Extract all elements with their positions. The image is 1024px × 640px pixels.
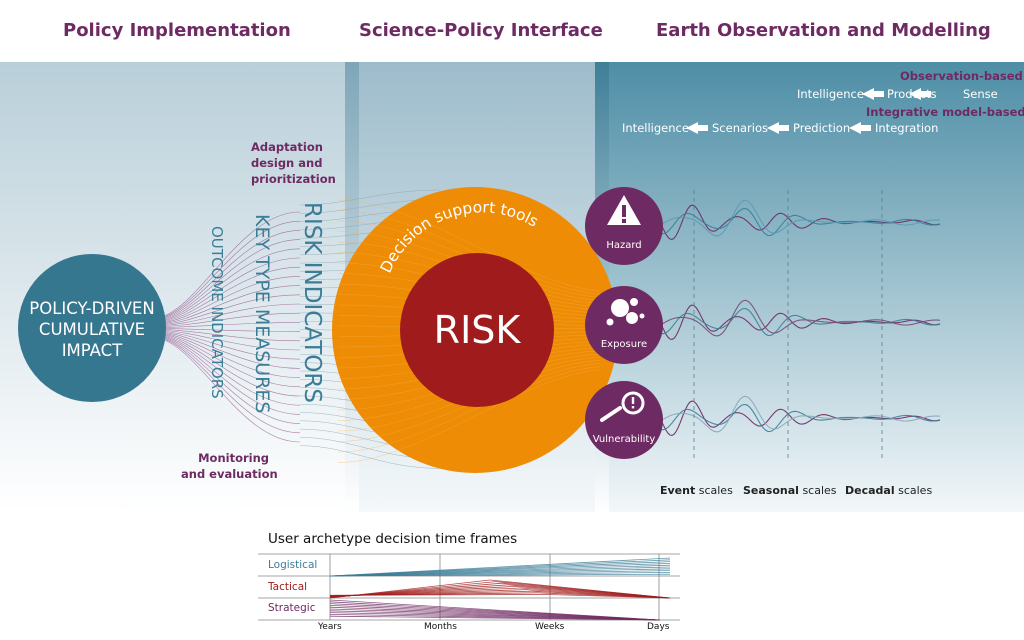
header-policy-implementation: Policy Implementation [63,20,291,41]
arrow-left-icon [909,88,931,100]
chain-products: Products [887,87,937,101]
key-type-measures-label: KEY TYPE MEASURES [251,214,273,414]
header-science-policy-interface: Science-Policy Interface [359,20,603,41]
event-scale-label: Event scales [660,484,733,497]
arrow-left-icon [767,122,789,134]
chain-intelligence-2: Intelligence [622,121,689,135]
outcome-indicators-label: OUTCOME INDICATORS [208,226,226,399]
tick-months: Months [424,622,457,632]
header-earth-observation: Earth Observation and Modelling [656,20,991,41]
tick-years: Years [318,622,342,632]
impact-fan [157,211,301,443]
exposure-waves [659,299,941,340]
chain-integration: Integration [875,121,939,135]
arrow-left-icon [849,122,871,134]
chain-prediction: Prediction [793,121,851,135]
monitoring-label: Monitoring and evaluation [181,451,278,481]
adaptation-label: Adaptation design and prioritization [251,140,336,186]
risk-label: RISK [433,308,521,352]
chain-sense: Sense [963,87,998,101]
tick-weeks: Weeks [535,622,565,632]
decadal-scale-label: Decadal scales [845,484,933,497]
chain-arrows [686,88,931,134]
exposure-circle [585,286,663,364]
risk-core-circle [400,253,554,407]
timeframes-title: User archetype decision time frames [268,531,518,547]
warning-icon [607,195,641,225]
seasonal-scale-label: Seasonal scales [743,484,837,497]
impact-label: POLICY-DRIVEN CUMULATIVE IMPACT [29,299,155,360]
row-strategic: Strategic [268,602,316,614]
arrow-left-icon [686,122,708,134]
vulnerability-waves [659,395,941,436]
hazard-label: Hazard [606,240,642,251]
timeframe-chart [258,553,680,621]
chain-scenarios: Scenarios [712,121,768,135]
arrow-left-icon [862,88,884,100]
integrative-title: Integrative model-based [866,105,1024,119]
vulnerability-circle [585,381,663,459]
observation-based-title: Observation-based [900,69,1023,83]
row-logistical: Logistical [268,559,318,571]
vulnerability-label: Vulnerability [592,434,656,445]
hazard-circle [585,187,663,265]
chain-intelligence: Intelligence [797,87,864,101]
row-tactical: Tactical [268,581,308,593]
risk-indicators-label: RISK INDICATORS [299,202,325,403]
impact-circle [18,254,166,402]
hazard-waves [659,199,941,240]
bg-earth-panel [595,62,1024,512]
circles-icon [606,298,645,326]
magnifier-icon [600,391,645,422]
tick-days: Days [647,622,670,632]
exposure-label: Exposure [600,339,648,350]
